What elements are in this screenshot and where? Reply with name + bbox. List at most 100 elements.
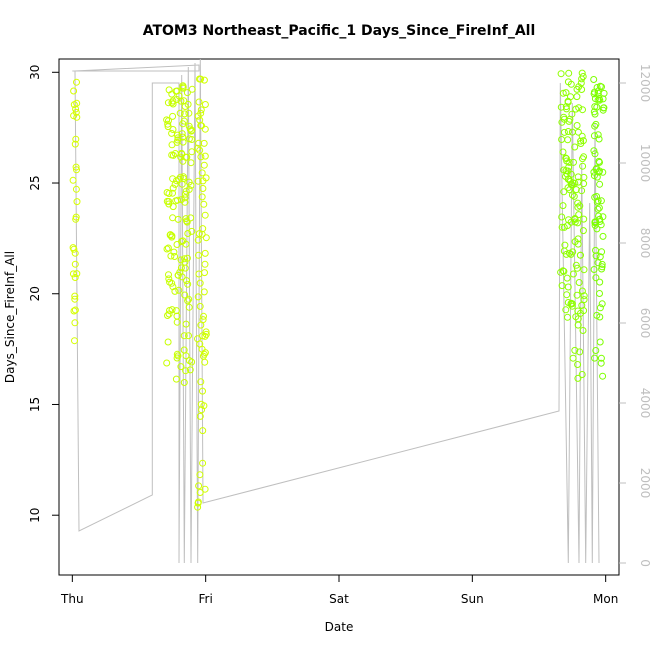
data-point [194, 236, 202, 244]
data-point [194, 499, 202, 507]
data-point [593, 311, 601, 319]
data-point [174, 136, 182, 144]
data-point [557, 103, 565, 111]
data-point [576, 348, 584, 356]
data-point [596, 304, 604, 312]
data-point [183, 277, 191, 285]
data-point [565, 158, 573, 166]
data-point [559, 202, 567, 210]
data-point [579, 327, 587, 334]
data-point [201, 152, 209, 160]
data-point [175, 286, 183, 294]
data-point [196, 279, 204, 287]
data-point [590, 147, 598, 155]
data-point [599, 232, 607, 240]
data-point [560, 188, 568, 196]
data-point [163, 197, 171, 205]
data-point [575, 279, 583, 286]
data-point [168, 232, 176, 240]
data-point [600, 104, 608, 112]
data-point [164, 120, 172, 128]
data-point [69, 270, 77, 278]
data-point [185, 178, 193, 186]
data-point [194, 112, 202, 120]
data-point [568, 128, 576, 136]
data-point [564, 136, 572, 144]
data-point [577, 140, 585, 147]
data-point [178, 273, 186, 281]
data-point [562, 250, 570, 258]
data-point [71, 319, 79, 327]
y-axis-label: Days_Since_FireInf_All [3, 251, 17, 383]
data-point [596, 180, 604, 188]
data-point [165, 310, 173, 318]
data-point [71, 295, 79, 303]
data-point [168, 90, 176, 98]
data-point [188, 136, 196, 143]
data-point [571, 143, 579, 151]
y2-tick-label: 0 [638, 559, 650, 567]
data-point [572, 186, 580, 194]
data-point [570, 158, 577, 166]
y-tick-label: 15 [28, 397, 42, 412]
data-point [564, 313, 571, 321]
data-point [592, 246, 599, 254]
data-point [195, 98, 203, 106]
data-point [181, 190, 189, 198]
data-point [71, 306, 79, 314]
data-point [590, 90, 598, 98]
data-point [173, 96, 181, 103]
data-point [564, 184, 572, 192]
data-point [575, 211, 583, 219]
data-point [597, 197, 605, 205]
data-point [199, 225, 207, 233]
data-point [580, 292, 588, 300]
data-point [594, 205, 602, 213]
data-point [200, 200, 208, 208]
data-point [183, 217, 191, 225]
y-tick-label: 25 [28, 175, 42, 190]
data-point [574, 203, 582, 211]
data-point [563, 222, 571, 230]
data-point [169, 97, 177, 105]
data-point [169, 100, 177, 108]
data-point [559, 89, 567, 97]
data-point [169, 112, 177, 120]
data-point [200, 350, 208, 358]
data-point [594, 259, 602, 267]
data-point [171, 150, 179, 157]
data-point [579, 227, 587, 235]
series-line-path [72, 58, 600, 564]
data-point [195, 251, 202, 259]
data-point [571, 179, 579, 187]
data-point [71, 260, 79, 268]
data-point [186, 357, 193, 365]
data-point [598, 260, 606, 268]
data-point [573, 122, 581, 129]
data-point [172, 197, 180, 205]
data-point [200, 288, 208, 296]
data-point [183, 153, 191, 161]
data-point [72, 135, 80, 143]
chart-title: ATOM3 Northeast_Pacific_1 Days_Since_Fir… [143, 23, 536, 39]
data-point [174, 352, 182, 360]
data-point [573, 93, 581, 101]
data-point [163, 359, 171, 367]
data-point [566, 115, 574, 123]
data-point [71, 274, 79, 281]
series-line [72, 58, 600, 564]
data-point [184, 280, 192, 288]
data-point [196, 146, 204, 154]
data-point [575, 104, 583, 112]
x-tick-label: Fri [199, 592, 213, 606]
data-point [578, 301, 586, 309]
data-point [201, 249, 209, 257]
data-point [181, 264, 189, 272]
data-point [200, 312, 207, 320]
data-point [199, 387, 206, 395]
data-point [590, 168, 598, 176]
data-point [590, 132, 598, 140]
data-point [600, 89, 608, 97]
data-point [179, 82, 187, 90]
x-tick-label: Sat [329, 592, 349, 606]
